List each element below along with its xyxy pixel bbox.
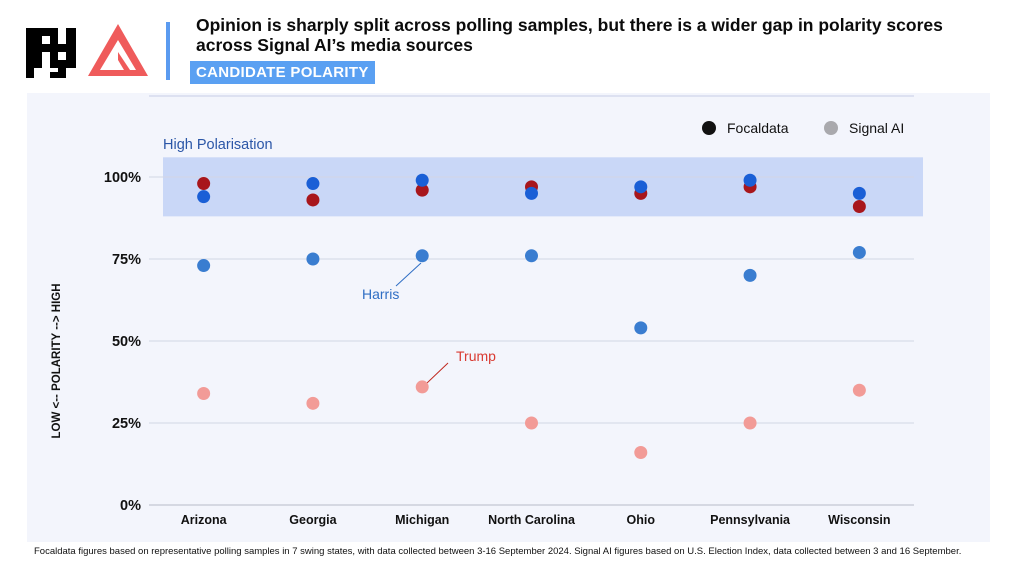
point-harris-signal-ai	[525, 249, 538, 263]
point-harris-focaldata	[415, 173, 429, 187]
point-harris-focaldata	[852, 186, 866, 200]
point-trump-signal-ai	[197, 386, 211, 400]
subtitle-badge: CANDIDATE POLARITY	[190, 61, 375, 84]
point-harris-signal-ai	[306, 252, 320, 266]
point-trump-signal-ai	[852, 383, 866, 397]
point-trump-signal-ai	[743, 416, 757, 430]
x-tick-label: North Carolina	[488, 513, 576, 527]
header-divider	[166, 22, 170, 80]
harris-annotation: Harris	[362, 286, 399, 302]
high-polarisation-band	[163, 157, 923, 217]
polarity-chart: High Polarisation 0% 25% 50% 75% 100% LOW <-- …	[51, 95, 923, 527]
trump-annotation: Trump	[456, 348, 496, 364]
x-tick-label: Wisconsin	[828, 513, 890, 527]
point-harris-signal-ai	[743, 268, 757, 282]
point-harris-signal-ai	[415, 249, 429, 263]
footnote: Focaldata figures based on representativ…	[34, 546, 962, 557]
trump-leader-line	[426, 362, 449, 384]
legend-label-signal-ai: Signal AI	[849, 120, 904, 136]
chart-panel: High Polarisation 0% 25% 50% 75% 100% LOW <-- …	[27, 93, 990, 542]
y-tick-label: 0%	[120, 498, 141, 514]
point-trump-signal-ai	[634, 446, 648, 460]
y-axis-label: LOW <-- POLARITY --> HIGH	[51, 283, 63, 438]
point-harris-focaldata	[197, 190, 211, 204]
legend-marker-signal-ai	[824, 121, 838, 135]
point-harris-focaldata	[525, 186, 538, 200]
x-tick-label: Pennsylvania	[710, 513, 791, 527]
legend-label-focaldata: Focaldata	[727, 120, 789, 136]
x-tick-label: Michigan	[395, 513, 449, 527]
x-tick-label: Ohio	[627, 513, 656, 527]
legend-marker-focaldata	[702, 121, 716, 135]
point-trump-signal-ai	[525, 416, 538, 430]
point-trump-signal-ai	[415, 380, 429, 394]
y-tick-label: 50%	[112, 334, 141, 350]
point-harris-focaldata	[306, 177, 320, 191]
point-trump-signal-ai	[306, 396, 320, 410]
page-title: Opinion is sharply split across polling …	[196, 15, 943, 55]
point-trump-focaldata	[415, 183, 429, 197]
point-harris-signal-ai	[634, 321, 648, 335]
point-harris-signal-ai	[197, 259, 211, 273]
x-tick-label: Arizona	[181, 513, 228, 527]
point-harris-focaldata	[743, 173, 757, 187]
x-tick-label: Georgia	[289, 513, 337, 527]
point-trump-focaldata	[197, 177, 211, 191]
point-harris-signal-ai	[852, 245, 866, 259]
y-tick-label: 25%	[112, 416, 141, 432]
point-trump-focaldata	[306, 193, 320, 207]
harris-leader-line	[395, 262, 422, 287]
signal-ai-logo	[88, 24, 148, 76]
y-tick-label: 100%	[104, 170, 141, 186]
focaldata-logo	[26, 28, 76, 78]
point-harris-focaldata	[634, 180, 648, 194]
band-label: High Polarisation	[163, 137, 273, 153]
point-trump-focaldata	[852, 200, 866, 214]
y-tick-label: 75%	[112, 252, 141, 268]
